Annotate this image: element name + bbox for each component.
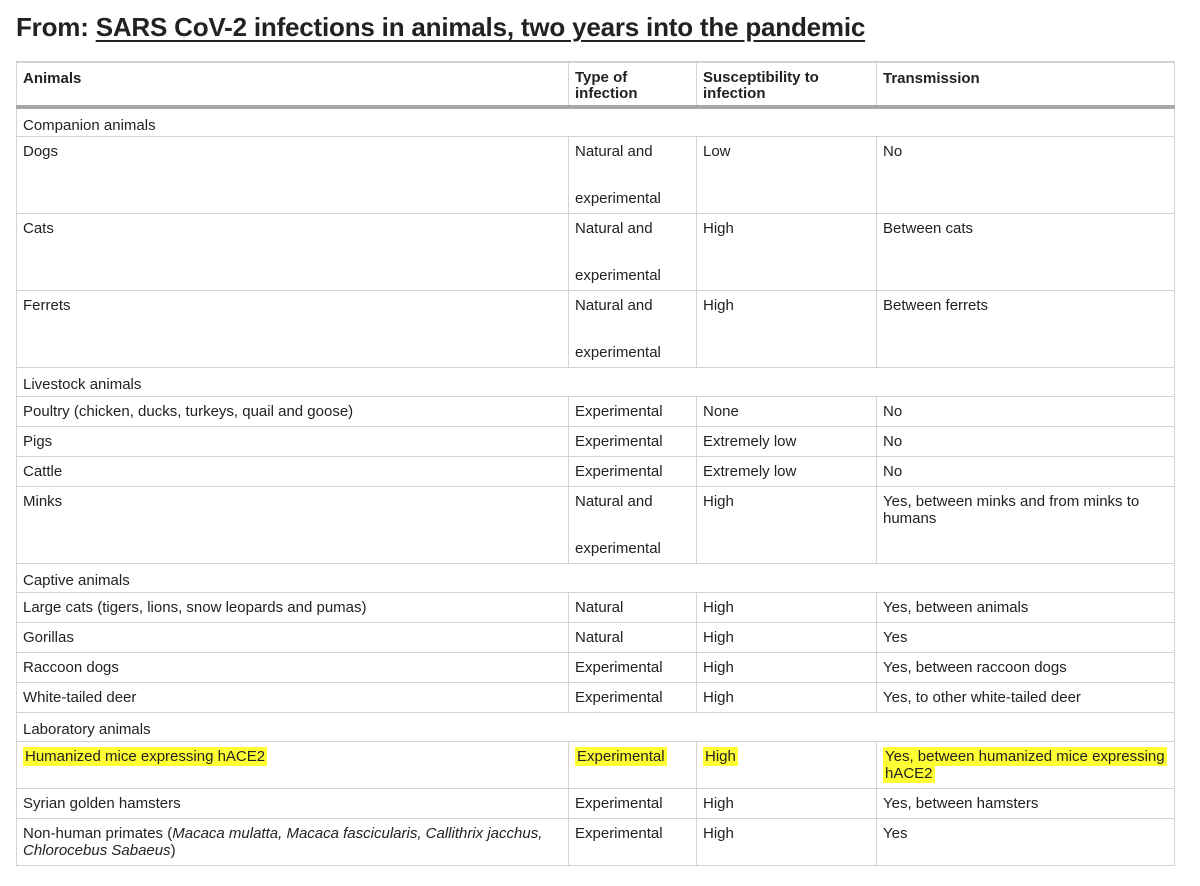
- animal-cell: Non-human primates (Macaca mulatta, Maca…: [16, 817, 569, 866]
- transmission-cell: Yes, between raccoon dogs: [876, 651, 1175, 683]
- table-row: Gorillas Natural High Yes: [16, 621, 1175, 653]
- animal-cell: Pigs: [16, 425, 569, 457]
- group-label: Livestock animals: [16, 366, 1175, 397]
- animal-cell: Raccoon dogs: [16, 651, 569, 683]
- highlight-mark: Yes, between humanized mice expressing h…: [883, 746, 1167, 783]
- susceptibility-cell: High: [696, 212, 877, 291]
- type-cell: Natural and experimental: [568, 485, 697, 564]
- highlight-mark: Experimental: [575, 746, 667, 766]
- table-row: Minks Natural and experimental High Yes, …: [16, 485, 1175, 564]
- col-header-animals: Animals: [16, 61, 569, 109]
- table-row: Cats Natural and experimental High Betwee…: [16, 212, 1175, 291]
- transmission-cell: No: [876, 395, 1175, 427]
- transmission-cell: No: [876, 425, 1175, 457]
- group-row-captive: Captive animals: [16, 562, 1175, 593]
- type-cell: Experimental: [568, 425, 697, 457]
- susceptibility-cell: High: [696, 787, 877, 819]
- col-header-type: Type of infection: [568, 61, 697, 109]
- animals-infection-table: Animals Type of infection Susceptibility…: [16, 61, 1175, 866]
- transmission-cell: No: [876, 455, 1175, 487]
- susceptibility-cell: High: [696, 817, 877, 866]
- group-row-livestock: Livestock animals: [16, 366, 1175, 397]
- susceptibility-cell: High: [696, 740, 877, 789]
- susceptibility-cell: High: [696, 621, 877, 653]
- col-header-susceptibility: Susceptibility to infection: [696, 61, 877, 109]
- susceptibility-cell: None: [696, 395, 877, 427]
- table-row: Pigs Experimental Extremely low No: [16, 425, 1175, 457]
- highlight-mark: High: [703, 746, 738, 766]
- group-label: Laboratory animals: [16, 711, 1175, 742]
- group-row-companion: Companion animals: [16, 106, 1175, 137]
- animal-cell: Gorillas: [16, 621, 569, 653]
- susceptibility-cell: Extremely low: [696, 425, 877, 457]
- susceptibility-cell: High: [696, 485, 877, 564]
- animal-cell: Syrian golden hamsters: [16, 787, 569, 819]
- group-label: Captive animals: [16, 562, 1175, 593]
- table-row: Ferrets Natural and experimental High Bet…: [16, 289, 1175, 368]
- type-cell: Natural: [568, 621, 697, 653]
- table-row: Syrian golden hamsters Experimental High…: [16, 787, 1175, 819]
- table-row: Large cats (tigers, lions, snow leopards…: [16, 591, 1175, 623]
- type-cell: Experimental: [568, 740, 697, 789]
- transmission-cell: Yes, between minks and from minks to hum…: [876, 485, 1175, 564]
- table-row-highlighted: Humanized mice expressing hACE2 Experime…: [16, 740, 1175, 789]
- susceptibility-cell: High: [696, 681, 877, 713]
- type-cell: Experimental: [568, 817, 697, 866]
- susceptibility-cell: High: [696, 289, 877, 368]
- table-row: Dogs Natural and experimental Low No: [16, 135, 1175, 214]
- animal-cell: Dogs: [16, 135, 569, 214]
- susceptibility-cell: High: [696, 591, 877, 623]
- type-cell: Natural and experimental: [568, 289, 697, 368]
- table-row: White-tailed deer Experimental High Yes,…: [16, 681, 1175, 713]
- highlight-mark: Humanized mice expressing hACE2: [23, 746, 268, 766]
- animal-cell: Large cats (tigers, lions, snow leopards…: [16, 591, 569, 623]
- transmission-cell: Yes, between animals: [876, 591, 1175, 623]
- animal-cell: Cattle: [16, 455, 569, 487]
- transmission-cell: Between cats: [876, 212, 1175, 291]
- table-row: Non-human primates (Macaca mulatta, Maca…: [16, 817, 1175, 866]
- animal-cell: Cats: [16, 212, 569, 291]
- table-row: Poultry (chicken, ducks, turkeys, quail …: [16, 395, 1175, 427]
- type-cell: Experimental: [568, 395, 697, 427]
- transmission-cell: Yes, to other white-tailed deer: [876, 681, 1175, 713]
- transmission-cell: Yes: [876, 621, 1175, 653]
- transmission-cell: Yes, between hamsters: [876, 787, 1175, 819]
- page-title: From: SARS CoV-2 infections in animals, …: [16, 12, 865, 43]
- table-header-row: Animals Type of infection Susceptibility…: [16, 61, 1175, 109]
- susceptibility-cell: Extremely low: [696, 455, 877, 487]
- type-cell: Experimental: [568, 681, 697, 713]
- animal-cell: Ferrets: [16, 289, 569, 368]
- animal-cell: White-tailed deer: [16, 681, 569, 713]
- susceptibility-cell: High: [696, 651, 877, 683]
- animal-cell: Minks: [16, 485, 569, 564]
- transmission-cell: Yes, between humanized mice expressing h…: [876, 740, 1175, 789]
- type-cell: Natural and experimental: [568, 212, 697, 291]
- type-cell: Experimental: [568, 651, 697, 683]
- article-title-link[interactable]: SARS CoV-2 infections in animals, two ye…: [95, 12, 866, 42]
- type-cell: Experimental: [568, 787, 697, 819]
- animal-cell: Poultry (chicken, ducks, turkeys, quail …: [16, 395, 569, 427]
- type-cell: Natural and experimental: [568, 135, 697, 214]
- group-row-laboratory: Laboratory animals: [16, 711, 1175, 742]
- title-prefix: From:: [16, 12, 89, 42]
- transmission-cell: Yes: [876, 817, 1175, 866]
- col-header-transmission: Transmission: [876, 61, 1175, 109]
- animal-cell: Humanized mice expressing hACE2: [16, 740, 569, 789]
- type-cell: Natural: [568, 591, 697, 623]
- transmission-cell: Between ferrets: [876, 289, 1175, 368]
- susceptibility-cell: Low: [696, 135, 877, 214]
- transmission-cell: No: [876, 135, 1175, 214]
- type-cell: Experimental: [568, 455, 697, 487]
- species-names: Macaca mulatta, Macaca fascicularis, Cal…: [23, 824, 543, 859]
- table-row: Raccoon dogs Experimental High Yes, betw…: [16, 651, 1175, 683]
- group-label: Companion animals: [16, 106, 1175, 137]
- table-row: Cattle Experimental Extremely low No: [16, 455, 1175, 487]
